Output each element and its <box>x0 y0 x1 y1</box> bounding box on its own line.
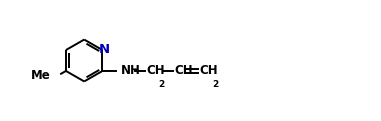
Text: CH: CH <box>147 64 165 77</box>
Text: 2: 2 <box>158 80 165 89</box>
Text: CH: CH <box>174 64 193 77</box>
Text: 2: 2 <box>212 80 218 89</box>
Text: Me: Me <box>31 69 51 82</box>
Text: NH: NH <box>121 64 141 77</box>
Text: CH: CH <box>200 64 218 77</box>
Text: N: N <box>99 43 110 56</box>
